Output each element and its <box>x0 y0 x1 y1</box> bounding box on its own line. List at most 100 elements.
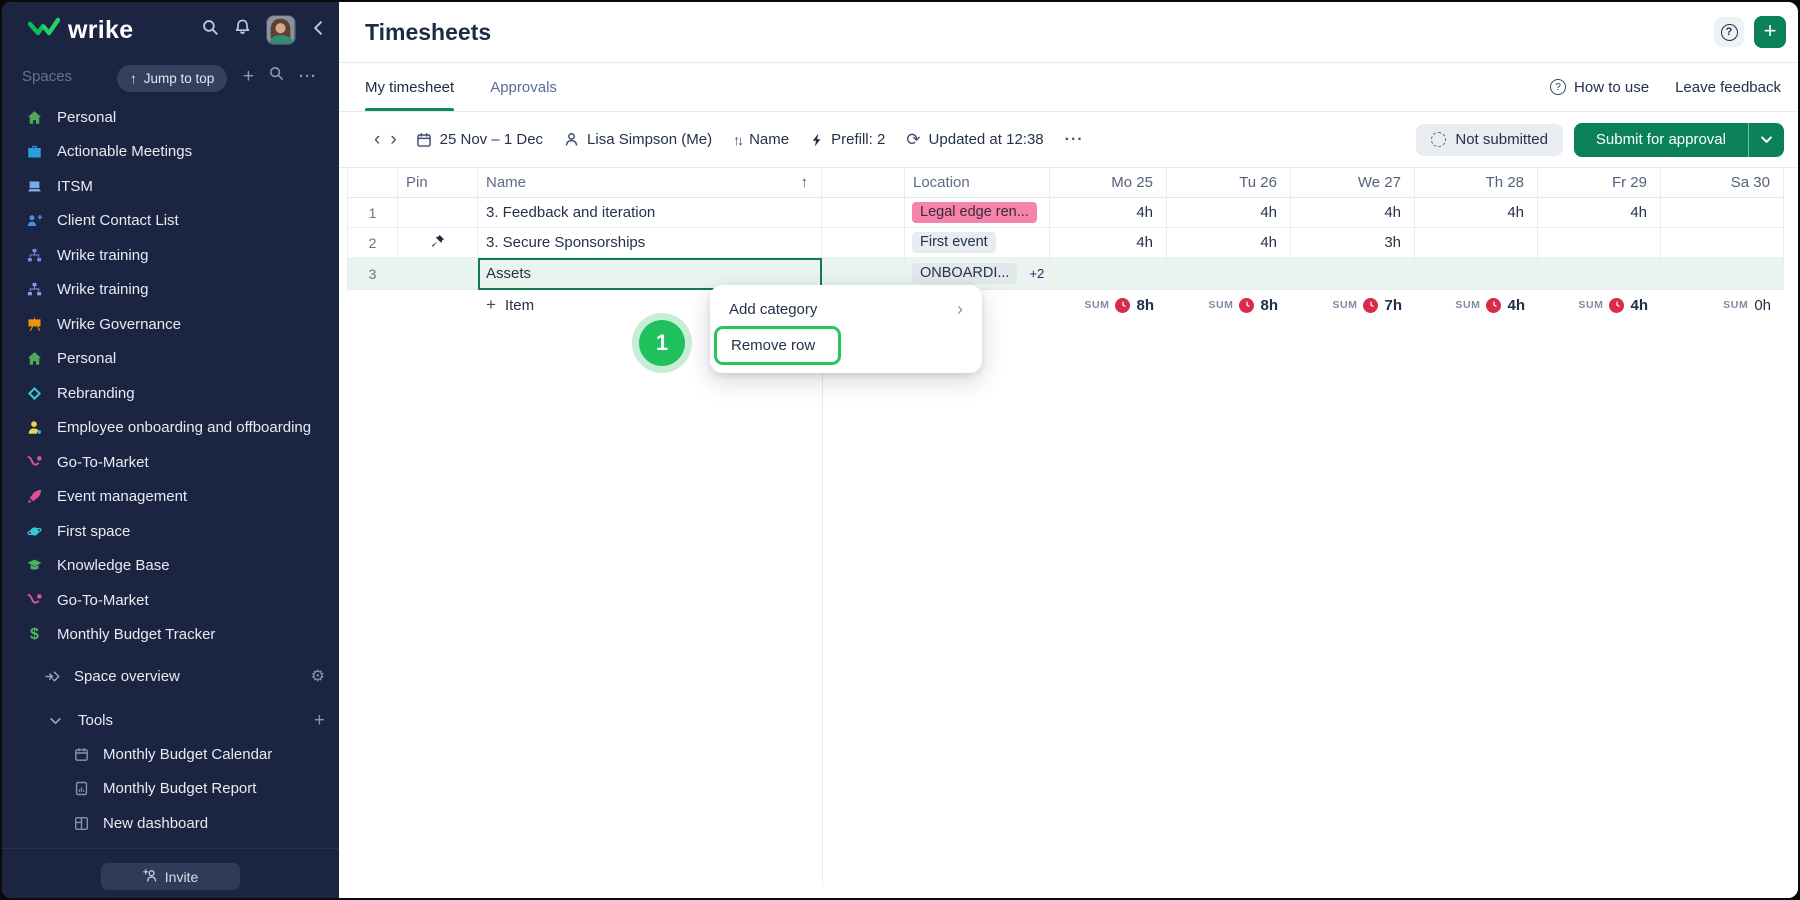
hours-cell[interactable]: 4h <box>1167 228 1291 258</box>
sidebar-item-new-dashboard[interactable]: New dashboard <box>2 806 339 841</box>
notifications-bell-icon[interactable] <box>234 19 251 41</box>
toolbar-more-icon[interactable]: ··· <box>1064 130 1084 148</box>
menu-item-remove-row[interactable]: Remove row <box>714 326 841 365</box>
pin-cell[interactable] <box>398 258 478 290</box>
overtime-clock-icon <box>1486 297 1502 313</box>
hours-cell[interactable]: 4h <box>1538 198 1661 228</box>
hours-cell[interactable]: 4h <box>1050 228 1167 258</box>
sidebar-tools-group[interactable]: Tools + <box>2 703 339 737</box>
briefcase-icon <box>26 143 43 160</box>
next-week-button[interactable]: › <box>390 129 397 150</box>
task-name-cell[interactable]: 3. Feedback and iteration <box>478 198 822 228</box>
title-bar: Timesheets ? + <box>339 2 1798 63</box>
space-settings-gear-icon[interactable]: ⚙ <box>310 668 325 685</box>
sidebar-item-personal-2[interactable]: Personal <box>2 342 339 377</box>
sidebar-item-go-to-market-2[interactable]: Go-To-Market <box>2 583 339 618</box>
location-cell[interactable]: Legal edge ren... <box>905 198 1050 228</box>
sort-control[interactable]: ↑↓ Name <box>733 131 790 148</box>
hours-cell[interactable]: 4h <box>1415 198 1538 228</box>
sidebar-item-personal[interactable]: Personal <box>2 100 339 135</box>
search-spaces-icon[interactable] <box>269 66 284 86</box>
hours-cell[interactable]: 4h <box>1050 198 1167 228</box>
spaces-more-icon[interactable]: ··· <box>299 67 317 85</box>
sidebar-item-itsm[interactable]: ITSM <box>2 169 339 204</box>
sidebar-item-wrike-training-2[interactable]: Wrike training <box>2 273 339 308</box>
collapse-sidebar-icon[interactable] <box>311 20 325 41</box>
hours-cell[interactable] <box>1167 258 1291 290</box>
sidebar-item-event-management[interactable]: Event management <box>2 480 339 515</box>
hours-cell[interactable] <box>1415 258 1538 290</box>
hours-cell[interactable]: 3h <box>1291 228 1415 258</box>
hours-cell[interactable] <box>1661 228 1784 258</box>
location-tag: First event <box>912 231 996 254</box>
chevron-down-icon <box>50 712 61 729</box>
row-number: 2 <box>347 228 398 258</box>
person-icon <box>26 419 43 436</box>
tab-my-timesheet[interactable]: My timesheet <box>365 63 455 111</box>
branch-icon <box>26 592 43 609</box>
sidebar-item-monthly-budget-report[interactable]: Monthly Budget Report <box>2 772 339 807</box>
hours-cell[interactable] <box>1538 258 1661 290</box>
prev-week-button[interactable]: ‹ <box>374 129 381 150</box>
menu-item-add-category[interactable]: Add category › <box>729 299 963 319</box>
hours-cell[interactable] <box>1291 258 1415 290</box>
location-cell[interactable]: First event <box>905 228 1050 258</box>
task-name-cell[interactable]: 3. Secure Sponsorships <box>478 228 822 258</box>
invite-button[interactable]: Invite <box>101 863 240 890</box>
day-header: Fr 29 <box>1538 168 1661 198</box>
jump-to-top-button[interactable]: ↑ Jump to top <box>117 65 228 92</box>
wrike-logo[interactable]: wrike <box>27 16 133 45</box>
user-avatar[interactable] <box>266 15 296 45</box>
leave-feedback-link[interactable]: Leave feedback <box>1675 78 1781 96</box>
add-space-icon[interactable]: + <box>242 65 254 87</box>
pin-cell[interactable] <box>398 228 478 258</box>
sidebar-item-actionable-meetings[interactable]: Actionable Meetings <box>2 135 339 170</box>
prefill-control[interactable]: Prefill: 2 <box>810 131 885 148</box>
create-new-button[interactable]: + <box>1754 16 1786 48</box>
home-icon <box>26 109 43 126</box>
submit-for-approval-button[interactable]: Submit for approval <box>1573 122 1784 157</box>
search-icon[interactable] <box>202 19 219 41</box>
sidebar-item-wrike-governance[interactable]: Wrike Governance <box>2 307 339 342</box>
sidebar-item-space-overview[interactable]: Space overview ⚙ <box>2 659 339 693</box>
hours-cell[interactable] <box>1661 258 1784 290</box>
overtime-clock-icon <box>1115 297 1131 313</box>
date-range-picker[interactable]: 25 Nov – 1 Dec <box>416 131 543 148</box>
hours-cell[interactable]: 4h <box>1167 198 1291 228</box>
page-title: Timesheets <box>365 18 492 45</box>
location-overflow-badge[interactable]: +2 <box>1024 263 1050 284</box>
how-to-use-link[interactable]: ? How to use <box>1550 79 1649 96</box>
overtime-clock-icon <box>1609 297 1625 313</box>
sidebar-item-wrike-training-1[interactable]: Wrike training <box>2 238 339 273</box>
sidebar-item-first-space[interactable]: First space <box>2 514 339 549</box>
sidebar-item-client-contact-list[interactable]: Client Contact List <box>2 204 339 239</box>
sidebar-item-monthly-budget-tracker[interactable]: $ Monthly Budget Tracker <box>2 618 339 653</box>
rocket-icon <box>26 488 43 505</box>
sort-ascending-icon[interactable]: ↑ <box>800 174 809 191</box>
task-name-cell-selected[interactable]: Assets <box>478 258 822 290</box>
tab-approvals[interactable]: Approvals <box>490 78 557 96</box>
pin-cell[interactable] <box>398 198 478 228</box>
help-button[interactable]: ? <box>1714 17 1744 47</box>
submit-dropdown-caret[interactable] <box>1749 123 1784 157</box>
planet-icon <box>26 523 43 540</box>
hours-cell[interactable] <box>1050 258 1167 290</box>
sidebar-topbar: wrike <box>2 2 339 58</box>
main-content: Timesheets ? + My timesheet Approvals ? … <box>339 2 1798 898</box>
hours-cell[interactable] <box>1661 198 1784 228</box>
hours-cell[interactable]: 4h <box>1291 198 1415 228</box>
updated-status[interactable]: ⟳ Updated at 12:38 <box>906 129 1044 149</box>
sidebar-item-monthly-budget-calendar[interactable]: Monthly Budget Calendar <box>2 737 339 772</box>
row-number-header <box>347 168 398 198</box>
user-filter[interactable]: Lisa Simpson (Me) <box>564 131 712 148</box>
sidebar-item-go-to-market-1[interactable]: Go-To-Market <box>2 445 339 480</box>
sidebar-item-rebranding[interactable]: Rebranding <box>2 376 339 411</box>
sidebar-item-knowledge-base[interactable]: Knowledge Base <box>2 549 339 584</box>
hours-cell[interactable] <box>1415 228 1538 258</box>
arrow-up-icon: ↑ <box>130 71 137 86</box>
sidebar-item-employee-onboarding[interactable]: Employee onboarding and offboarding <box>2 411 339 446</box>
add-tool-icon[interactable]: + <box>313 709 325 731</box>
hours-cell[interactable] <box>1538 228 1661 258</box>
location-cell[interactable]: ONBOARDI... +2 <box>905 258 1050 290</box>
person-icon <box>564 132 579 147</box>
